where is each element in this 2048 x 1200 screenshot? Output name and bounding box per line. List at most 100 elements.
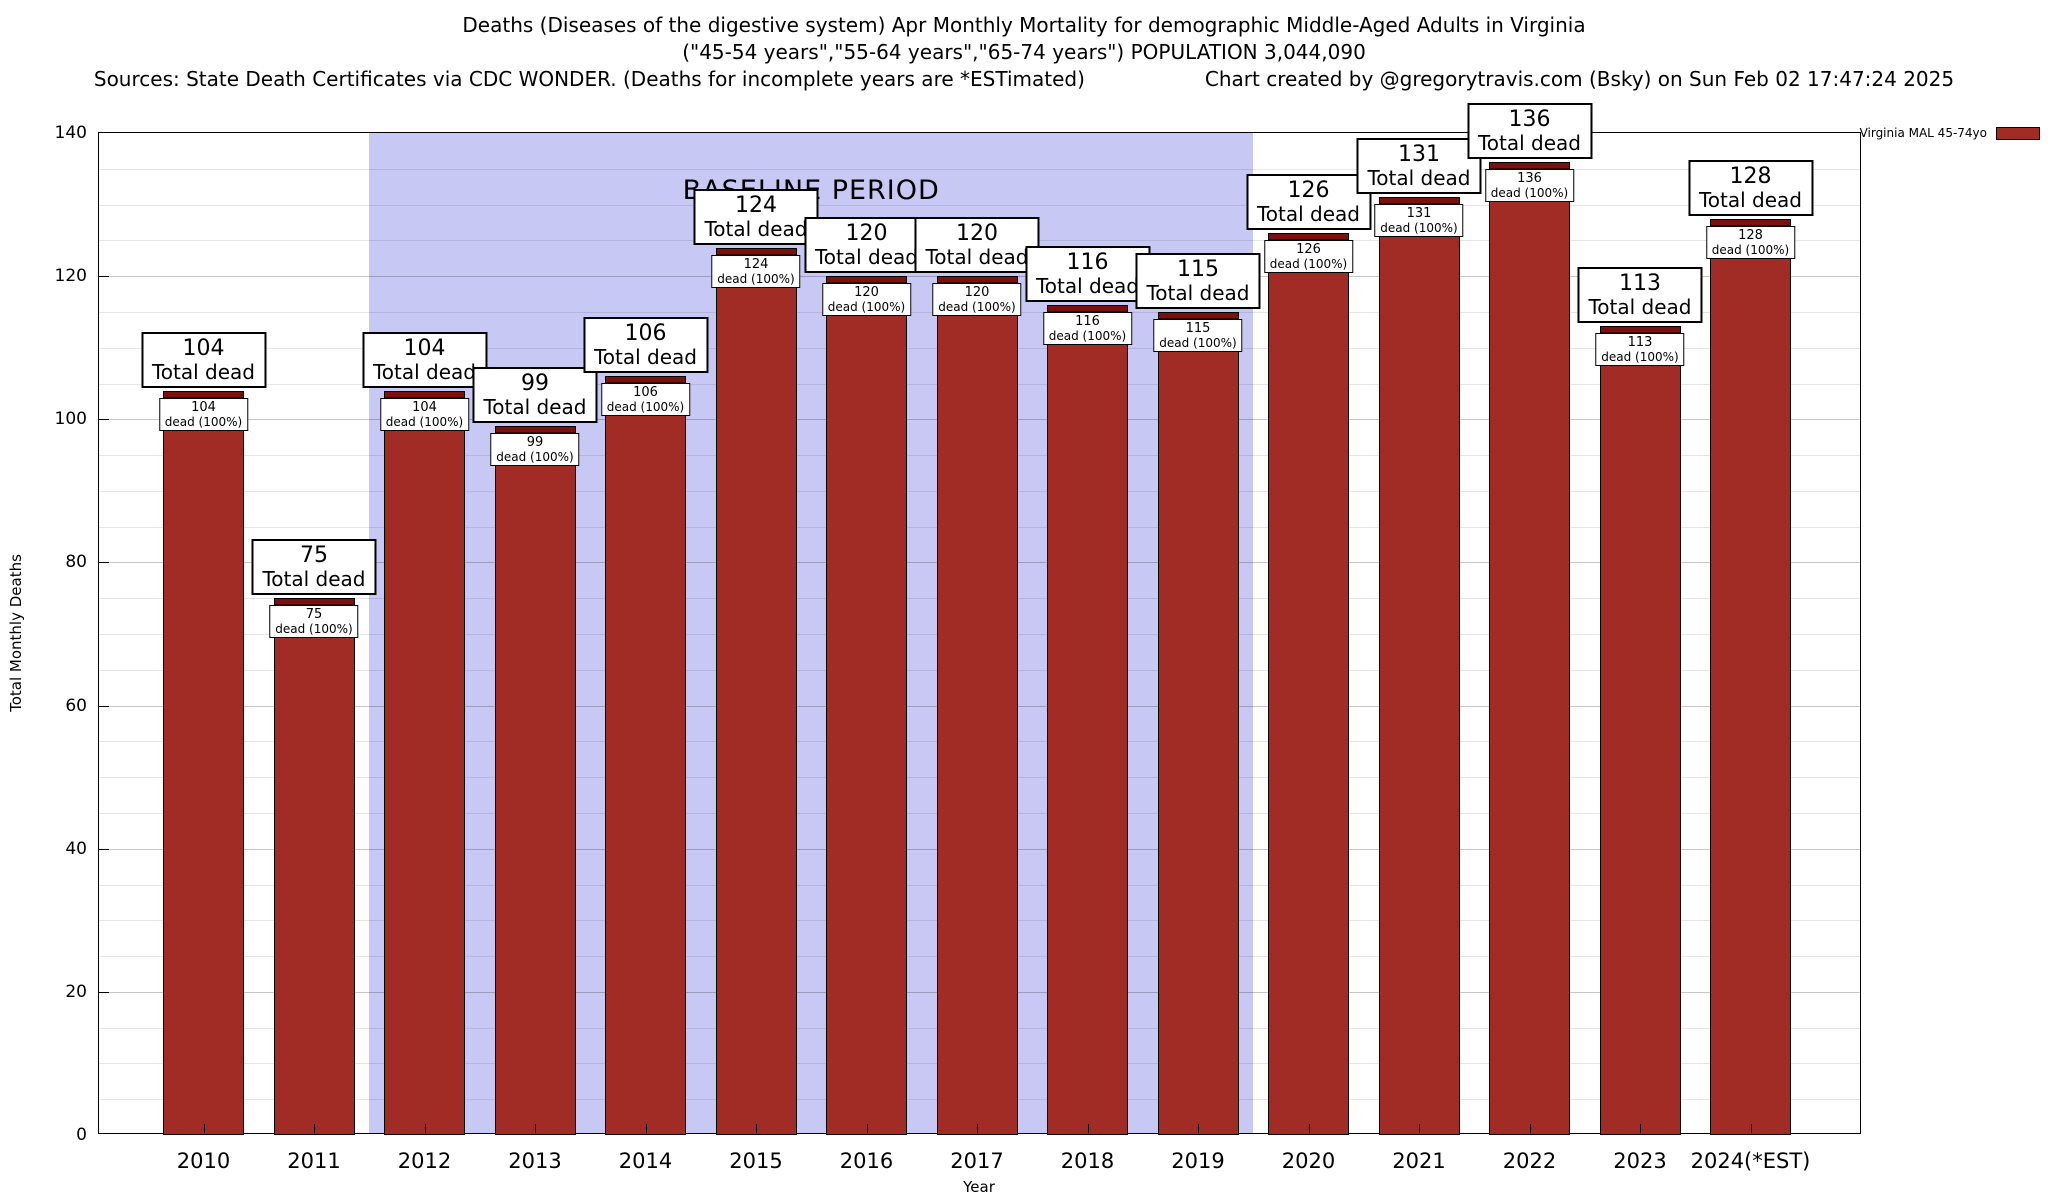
- bar-cap: [164, 391, 243, 398]
- bar-total-text: Total dead: [704, 216, 808, 241]
- bar-total-value: 131: [1398, 142, 1440, 168]
- bar-dead-value: 120: [964, 285, 990, 301]
- bar-cap: [495, 427, 575, 434]
- bar-total-label-2014: 106 Total dead: [582, 317, 709, 374]
- bar-dead-label-2015: 124 dead (100%): [711, 254, 801, 288]
- x-label-2011: 2011: [287, 1149, 341, 1173]
- gridline: [99, 204, 1860, 206]
- bar-dead-text: dead (100%): [827, 300, 906, 315]
- bar-total-value: 104: [182, 335, 225, 361]
- bar-total-text: Total dead: [593, 345, 698, 370]
- x-tick: [645, 1124, 647, 1133]
- legend-swatch: [1996, 126, 2040, 140]
- x-tick: [1087, 1124, 1089, 1133]
- bar-total-label-2012: 104 Total dead: [361, 331, 488, 388]
- bar-dead-value: 126: [1296, 242, 1321, 258]
- bar-total-label-2013: 99 Total dead: [472, 367, 598, 424]
- bar-2017: [936, 276, 1018, 1135]
- bar-dead-label-2023: 113 dead (100%): [1595, 333, 1685, 367]
- bar-dead-text: dead (100%): [385, 414, 464, 429]
- bar-dead-value: 115: [1185, 320, 1211, 336]
- bar-dead-label-2019: 115 dead (100%): [1153, 318, 1243, 352]
- bar-2014: [605, 376, 686, 1135]
- bar-dead-value: 116: [1075, 313, 1100, 329]
- x-label-2022: 2022: [1502, 1149, 1557, 1173]
- bar-cap: [937, 277, 1017, 284]
- y-axis-title: Total Monthly Deaths: [7, 554, 25, 712]
- y-tick: [99, 705, 109, 707]
- x-label-2015: 2015: [729, 1149, 783, 1173]
- bar-dead-value: 75: [305, 607, 323, 623]
- x-tick: [1419, 1124, 1420, 1133]
- bar-2021: [1378, 197, 1460, 1135]
- bar-2019: [1157, 311, 1239, 1135]
- bar-dead-text: dead (100%): [717, 271, 795, 286]
- bar-total-label-2010: 104 Total dead: [140, 331, 267, 388]
- x-label-2019: 2019: [1171, 1149, 1225, 1173]
- x-tick: [1640, 1124, 1641, 1133]
- bar-dead-text: dead (100%): [164, 414, 243, 429]
- bar-2022: [1489, 161, 1570, 1135]
- x-label-2023: 2023: [1613, 1149, 1667, 1173]
- bar-2016: [826, 276, 907, 1135]
- x-tick: [1198, 1124, 1199, 1133]
- x-tick: [203, 1124, 205, 1133]
- x-tick: [1529, 1124, 1531, 1133]
- bar-total-value: 104: [403, 335, 446, 361]
- bar-dead-value: 104: [412, 399, 437, 415]
- bar-cap: [716, 248, 796, 255]
- y-tick-label: 120: [54, 266, 87, 287]
- bar-total-value: 116: [1066, 249, 1109, 275]
- bar-total-value: 126: [1287, 178, 1330, 204]
- x-label-2018: 2018: [1060, 1149, 1115, 1173]
- bar-total-value: 75: [300, 543, 328, 569]
- bar-dead-value: 106: [633, 385, 658, 401]
- bar-total-label-2015: 124 Total dead: [693, 188, 819, 245]
- bar-total-label-2024(*EST): 128 Total dead: [1687, 159, 1814, 216]
- bar-dead-value: 136: [1517, 170, 1542, 186]
- y-tick: [99, 991, 109, 993]
- y-tick-label: 40: [65, 838, 87, 859]
- bar-cap: [1158, 312, 1238, 319]
- x-tick: [535, 1124, 536, 1133]
- bar-total-value: 99: [521, 371, 549, 397]
- bar-total-text: Total dead: [483, 395, 587, 420]
- bar-dead-text: dead (100%): [1711, 242, 1790, 257]
- x-label-2017: 2017: [950, 1149, 1004, 1173]
- chart-subtitle: ("45-54 years","55-64 years","65-74 year…: [682, 40, 1366, 64]
- bar-dead-text: dead (100%): [1159, 335, 1237, 350]
- bar-dead-text: dead (100%): [1048, 328, 1127, 343]
- bar-total-label-2018: 116 Total dead: [1024, 245, 1151, 302]
- bar-dead-text: dead (100%): [1601, 350, 1679, 365]
- y-tick: [99, 848, 109, 850]
- x-label-2016: 2016: [839, 1149, 894, 1173]
- x-tick: [314, 1124, 315, 1133]
- bar-dead-value: 128: [1738, 227, 1763, 243]
- y-tick-label: 80: [65, 552, 87, 573]
- bar-total-label-2017: 120 Total dead: [914, 217, 1040, 274]
- bar-2012: [384, 390, 465, 1135]
- bar-total-text: Total dead: [262, 567, 366, 592]
- bar-dead-value: 120: [854, 285, 879, 301]
- bar-dead-value: 124: [743, 256, 769, 272]
- bar-dead-value: 131: [1406, 206, 1432, 222]
- bar-total-text: Total dead: [1698, 187, 1803, 212]
- bar-total-label-2020: 126 Total dead: [1245, 174, 1372, 231]
- bar-2018: [1047, 304, 1128, 1135]
- y-tick-label: 100: [54, 409, 87, 430]
- bar-dead-value: 113: [1627, 335, 1653, 351]
- y-tick-label: 20: [65, 981, 87, 1002]
- x-label-2024(*EST): 2024(*EST): [1690, 1149, 1811, 1173]
- bar-dead-text: dead (100%): [606, 400, 685, 415]
- bar-total-value: 115: [1177, 256, 1219, 282]
- bar-dead-text: dead (100%): [275, 622, 353, 637]
- bar-total-text: Total dead: [151, 359, 256, 384]
- bar-dead-text: dead (100%): [496, 450, 574, 465]
- bar-cap: [274, 599, 354, 606]
- bar-total-text: Total dead: [1477, 130, 1582, 155]
- bar-dead-label-2016: 120 dead (100%): [821, 283, 912, 317]
- bar-cap: [1711, 219, 1790, 226]
- bar-total-text: Total dead: [925, 245, 1029, 270]
- bar-dead-label-2014: 106 dead (100%): [600, 383, 691, 417]
